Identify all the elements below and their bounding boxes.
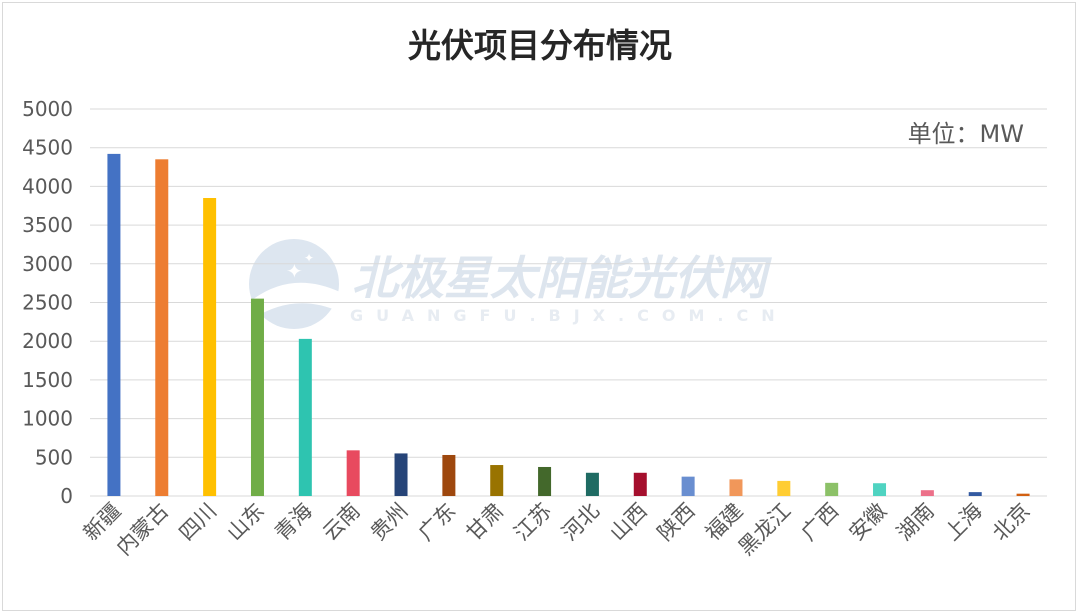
y-tick-label: 1500 (22, 368, 73, 392)
watermark: ✦ ✦ 北极星太阳能光伏网 GUANGFU.BJX.COM.CN (249, 239, 788, 329)
y-tick-label: 4500 (22, 136, 73, 160)
bar-13 (681, 476, 695, 496)
bar-16 (825, 482, 839, 496)
x-tick-label: 陕西 (653, 499, 700, 546)
bar-3 (203, 198, 217, 496)
bar-4 (250, 298, 264, 496)
y-tick-label: 4000 (22, 174, 73, 198)
bar-20 (1016, 493, 1030, 496)
chart-title: 光伏项目分布情况 (408, 26, 672, 65)
x-tick-label: 广西 (797, 499, 844, 546)
bar-9 (490, 465, 504, 496)
bar-11 (585, 472, 599, 496)
gridlines (90, 108, 1047, 497)
watermark-logo-icon: ✦ ✦ (249, 239, 340, 329)
y-tick-label: 500 (35, 445, 73, 469)
y-tick-label: 1000 (22, 407, 73, 431)
x-tick-label: 黑龙江 (734, 499, 796, 561)
watermark-subtext: GUANGFU.BJX.COM.CN (350, 306, 788, 325)
x-tick-label: 广东 (414, 499, 461, 546)
y-tick-label: 2500 (22, 291, 73, 315)
svg-text:✦: ✦ (304, 251, 314, 265)
bar-18 (920, 490, 934, 496)
bar-2 (155, 159, 169, 496)
x-tick-label: 四川 (174, 499, 221, 546)
bar-12 (633, 472, 647, 496)
watermark-text: 北极星太阳能光伏网 (352, 251, 772, 305)
bar-5 (298, 338, 312, 496)
bar-19 (968, 492, 982, 496)
bar-7 (394, 453, 408, 496)
unit-label: 单位：MW (908, 120, 1024, 148)
x-tick-label: 上海 (940, 499, 987, 546)
x-tick-label: 山西 (605, 499, 652, 546)
bar-6 (346, 450, 360, 496)
bar-1 (107, 153, 121, 496)
x-tick-label: 河北 (557, 499, 604, 546)
bar-10 (538, 466, 552, 496)
y-axis: 0 500 1000 1500 2000 2500 3000 3500 4000 4500 5000 (22, 97, 73, 508)
bar-15 (777, 480, 791, 496)
y-tick-label: 2000 (22, 329, 73, 353)
y-tick-label: 5000 (22, 97, 73, 121)
x-tick-label: 安徽 (844, 499, 891, 546)
x-tick-label: 江苏 (509, 499, 556, 546)
x-tick-label: 湖南 (892, 499, 939, 546)
bars (107, 153, 1030, 496)
svg-text:✦: ✦ (286, 259, 303, 283)
x-tick-label: 云南 (318, 499, 365, 546)
y-tick-label: 3000 (22, 252, 73, 276)
x-tick-label: 甘肃 (462, 499, 509, 546)
x-tick-label: 内蒙古 (112, 499, 174, 561)
x-tick-label: 青海 (270, 499, 317, 546)
x-tick-label: 山东 (222, 499, 269, 546)
y-tick-label: 0 (60, 484, 73, 508)
bar-14 (729, 479, 743, 496)
y-tick-label: 3500 (22, 213, 73, 237)
bar-8 (442, 454, 456, 496)
x-tick-label: 贵州 (366, 499, 413, 546)
x-tick-label: 北京 (988, 499, 1035, 546)
bar-17 (873, 483, 887, 496)
